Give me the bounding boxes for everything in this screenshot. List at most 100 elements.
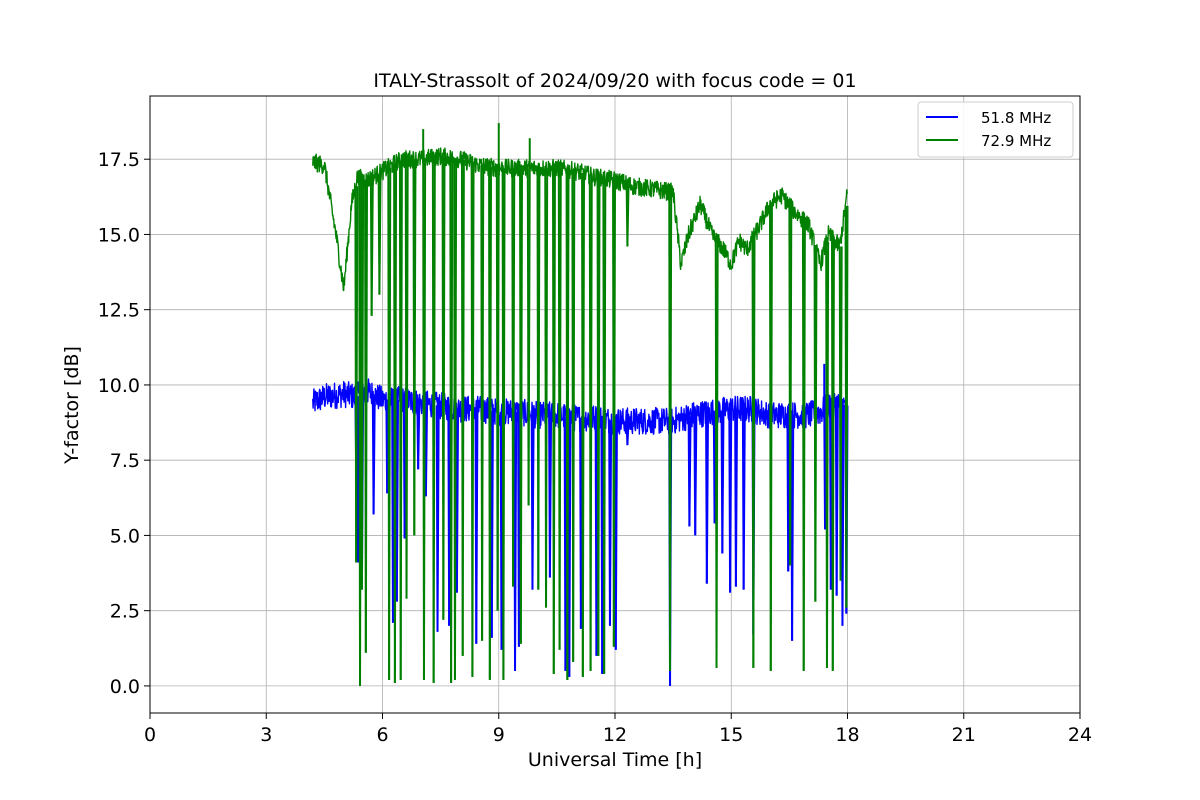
series-dip-return	[512, 168, 516, 587]
y-axis-title: Y-factor [dB]	[61, 346, 83, 465]
series-dip-return	[597, 177, 601, 656]
series-dip-return	[475, 409, 479, 644]
series-dip-return	[417, 402, 421, 470]
series-dip-return	[424, 403, 429, 497]
y-tick-label: 7.5	[110, 450, 140, 472]
series-dip-return	[566, 169, 570, 680]
x-tick-label: 12	[603, 724, 627, 746]
series-dip-return	[694, 414, 698, 536]
series-dip-return	[545, 168, 549, 608]
series-dip-return	[835, 403, 839, 596]
x-tick-label: 21	[952, 724, 976, 746]
series-dip-return	[490, 410, 494, 638]
y-tick-label: 10.0	[98, 375, 140, 397]
series-dip-return	[568, 416, 572, 677]
series-dip-return	[581, 173, 585, 677]
series-dip-return	[791, 415, 795, 641]
y-tick-label: 12.5	[98, 300, 140, 322]
series-dip-return	[514, 412, 518, 671]
series-dip-return	[548, 415, 553, 578]
series-dip-return	[370, 178, 374, 316]
chart-title: ITALY-Strassolt of 2024/09/20 with focus…	[373, 70, 856, 92]
legend-label-51-8: 51.8 MHz	[981, 109, 1051, 127]
series-dip-return	[789, 205, 793, 566]
series-dip-return	[378, 173, 382, 295]
series-dip-return	[729, 409, 733, 593]
x-tick-label: 24	[1068, 724, 1092, 746]
x-axis-title: Universal Time [h]	[528, 749, 702, 771]
series-dip-return	[519, 168, 523, 644]
series-dip-return	[831, 238, 835, 671]
series-dip-return	[360, 178, 365, 590]
series-dip-return	[688, 416, 692, 527]
series-dip-return	[471, 162, 475, 677]
series-dip-return	[705, 412, 709, 584]
series-dip-return	[769, 204, 773, 671]
series-dip-return	[442, 156, 446, 620]
series-dip-return	[461, 159, 465, 656]
series-dip-return	[841, 404, 845, 626]
series-dip-return	[752, 238, 756, 668]
legend: 51.8 MHz 72.9 MHz	[917, 101, 1074, 158]
series-dip-return	[626, 421, 630, 446]
series-dip-return	[839, 246, 843, 581]
series-dip-return	[413, 159, 417, 536]
series-dip-return	[372, 394, 376, 515]
series-dip-return	[422, 158, 427, 680]
series-dip-return	[393, 164, 398, 683]
series-dip-return	[734, 409, 739, 587]
series-dip-return	[531, 414, 535, 590]
series-dip-return	[802, 219, 806, 671]
series-dip-return	[721, 410, 725, 554]
series-dip-return	[481, 165, 485, 641]
legend-label-72-9: 72.9 MHz	[981, 132, 1051, 150]
series-dip-return	[825, 241, 830, 668]
series-dip-return	[488, 166, 492, 680]
series-dip-return	[589, 175, 593, 671]
series-dip-return	[572, 170, 576, 662]
series-dip-return	[608, 420, 613, 626]
series-lines	[312, 123, 849, 686]
x-tick-label: 3	[260, 724, 272, 746]
series-dip-return	[399, 160, 403, 680]
series-dip-return	[669, 191, 673, 671]
y-tick-label: 0.0	[110, 676, 140, 698]
series-dip-return	[496, 167, 500, 611]
series-dip-return	[537, 168, 541, 590]
series-dip-return	[355, 186, 359, 563]
series-dip-return	[603, 178, 607, 674]
x-tick-label: 0	[144, 724, 156, 746]
series-dip-return	[364, 179, 368, 653]
x-tick-label: 9	[493, 724, 505, 746]
series-dip-return	[405, 159, 409, 599]
x-tick-label: 15	[719, 724, 743, 746]
x-tick-label: 6	[376, 724, 388, 746]
series-dip-return	[612, 179, 616, 647]
series-dip-return	[614, 421, 618, 650]
y-tick-label: 5.0	[110, 525, 140, 547]
series-dip-return	[742, 409, 746, 590]
series-dip-return	[388, 167, 392, 680]
x-tick-label: 18	[835, 724, 859, 746]
series-dip-return	[845, 205, 849, 608]
series-dip-return	[455, 408, 460, 593]
y-tick-label: 15.0	[98, 224, 140, 246]
series-dip-return	[436, 405, 440, 632]
series-dip-return	[814, 244, 818, 602]
series-dip-return	[715, 239, 719, 668]
series-dip-return	[558, 168, 562, 650]
series-dip-return	[450, 157, 454, 683]
y-tick-label: 2.5	[110, 601, 140, 623]
series-dip-return	[552, 168, 556, 674]
series-dip-return	[432, 157, 436, 683]
legend-box	[917, 101, 1074, 158]
series-dip-return	[453, 158, 458, 680]
y-tick-label: 17.5	[98, 149, 140, 171]
series-dip-return	[527, 168, 531, 506]
x-axis-ticks: 0 3 6 9 12 15 18 21 24	[144, 713, 1092, 746]
y-axis-ticks: 0.0 2.5 5.0 7.5 10.0 12.5 15.0 17.5	[98, 149, 150, 698]
series-dip-return	[395, 399, 399, 602]
series-dip-return	[502, 168, 506, 680]
series-dip-return	[626, 183, 630, 247]
